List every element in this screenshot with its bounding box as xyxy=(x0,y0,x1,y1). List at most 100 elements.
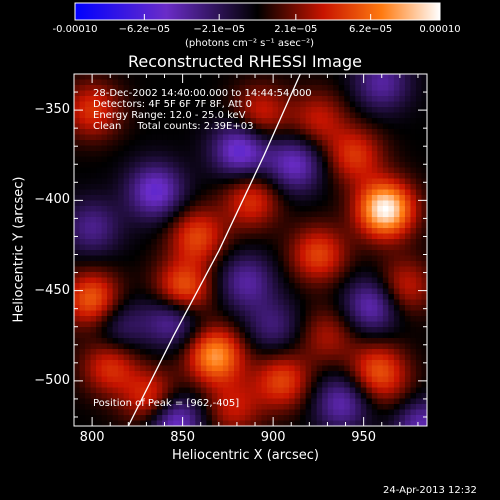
heatmap-pixel xyxy=(123,145,130,152)
heatmap-pixel xyxy=(151,222,158,229)
heatmap-pixel xyxy=(189,277,196,284)
heatmap-pixel xyxy=(256,239,263,246)
heatmap-pixel xyxy=(388,288,395,295)
heatmap-pixel xyxy=(305,222,312,229)
heatmap-pixel xyxy=(162,277,169,284)
heatmap-pixel xyxy=(305,189,312,196)
heatmap-pixel xyxy=(129,244,136,251)
heatmap-pixel xyxy=(118,305,125,312)
heatmap-pixel xyxy=(399,96,406,103)
heatmap-pixel xyxy=(338,283,345,290)
heatmap-pixel xyxy=(322,310,329,317)
heatmap-pixel xyxy=(79,195,86,202)
heatmap-pixel xyxy=(272,360,279,367)
heatmap-pixel xyxy=(167,239,174,246)
heatmap-pixel xyxy=(327,178,334,185)
heatmap-pixel xyxy=(404,255,412,262)
heatmap-pixel xyxy=(294,299,301,306)
heatmap-pixel xyxy=(129,261,136,268)
heatmap-pixel xyxy=(305,167,312,174)
heatmap-pixel xyxy=(178,310,185,317)
heatmap-pixel xyxy=(96,228,103,235)
heatmap-pixel xyxy=(162,398,169,405)
heatmap-pixel xyxy=(101,327,108,334)
heatmap-pixel xyxy=(316,376,323,383)
heatmap-pixel xyxy=(123,151,130,158)
heatmap-pixel xyxy=(349,112,356,119)
heatmap-pixel xyxy=(90,250,97,257)
heatmap-pixel xyxy=(178,233,185,240)
heatmap-pixel xyxy=(256,321,263,328)
heatmap-pixel xyxy=(107,398,114,405)
heatmap-pixel xyxy=(415,277,423,284)
heatmap-pixel xyxy=(366,382,373,389)
heatmap-pixel xyxy=(349,101,356,108)
heatmap-pixel xyxy=(305,266,312,273)
heatmap-pixel xyxy=(85,90,92,97)
colorbar-tick-label: 6.2e−05 xyxy=(349,24,393,35)
heatmap-pixel xyxy=(145,228,152,235)
heatmap-pixel xyxy=(261,239,268,246)
heatmap-pixel xyxy=(366,123,373,130)
heatmap-pixel xyxy=(267,365,274,372)
heatmap-pixel xyxy=(123,118,130,125)
heatmap-pixel xyxy=(200,398,207,405)
heatmap-pixel xyxy=(162,404,169,411)
heatmap-pixel xyxy=(311,167,318,174)
heatmap-pixel xyxy=(244,228,252,235)
heatmap-pixel xyxy=(74,420,81,426)
heatmap-pixel xyxy=(300,299,307,306)
heatmap-pixel xyxy=(107,107,114,114)
heatmap-pixel xyxy=(178,156,185,163)
heatmap-pixel xyxy=(377,118,384,125)
heatmap-pixel xyxy=(151,354,158,361)
heatmap-pixel xyxy=(200,365,207,372)
heatmap-pixel xyxy=(129,178,136,185)
heatmap-pixel xyxy=(393,173,401,180)
heatmap-pixel xyxy=(344,151,351,158)
heatmap-pixel xyxy=(250,101,257,108)
heatmap-pixel xyxy=(118,156,125,163)
heatmap-pixel xyxy=(206,101,213,108)
heatmap-pixel xyxy=(316,371,323,378)
heatmap-pixel xyxy=(355,178,362,185)
heatmap-pixel xyxy=(355,107,362,114)
heatmap-pixel xyxy=(421,398,427,405)
heatmap-pixel xyxy=(151,409,158,416)
heatmap-pixel xyxy=(90,228,97,235)
heatmap-pixel xyxy=(140,151,147,158)
heatmap-pixel xyxy=(344,321,351,328)
heatmap-pixel xyxy=(217,404,224,411)
heatmap-pixel xyxy=(399,211,406,218)
heatmap-pixel xyxy=(371,200,378,207)
heatmap-pixel xyxy=(278,167,285,174)
heatmap-pixel xyxy=(134,85,141,92)
heatmap-pixel xyxy=(377,343,384,350)
heatmap-pixel xyxy=(393,167,401,174)
heatmap-pixel xyxy=(74,371,81,378)
heatmap-pixel xyxy=(289,140,296,147)
heatmap-pixel xyxy=(167,349,174,356)
heatmap-pixel xyxy=(244,404,252,411)
heatmap-pixel xyxy=(167,211,174,218)
heatmap-pixel xyxy=(355,206,362,213)
heatmap-pixel xyxy=(112,217,119,224)
heatmap-pixel xyxy=(74,272,81,279)
heatmap-pixel xyxy=(393,156,401,163)
heatmap-pixel xyxy=(355,151,362,158)
heatmap-pixel xyxy=(393,409,401,416)
heatmap-pixel xyxy=(151,321,158,328)
heatmap-pixel xyxy=(382,173,389,180)
heatmap-pixel xyxy=(184,85,191,92)
heatmap-pixel xyxy=(267,420,274,426)
heatmap-pixel xyxy=(415,299,423,306)
heatmap-pixel xyxy=(206,409,213,416)
heatmap-pixel xyxy=(206,382,213,389)
heatmap-pixel xyxy=(173,360,180,367)
heatmap-pixel xyxy=(123,90,130,97)
heatmap-pixel xyxy=(415,305,423,312)
heatmap-pixel xyxy=(195,393,202,400)
heatmap-pixel xyxy=(333,211,340,218)
heatmap-pixel xyxy=(107,382,114,389)
colorbar-tick-label: −6.2e−05 xyxy=(118,24,171,35)
